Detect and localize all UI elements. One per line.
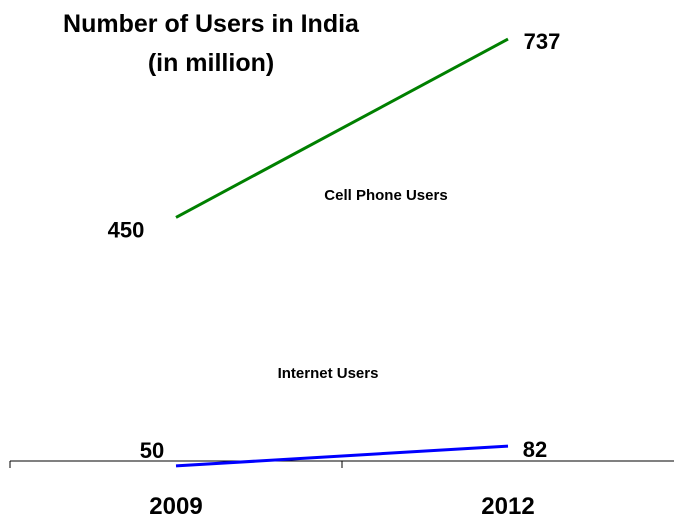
data-label-internet-2012: 82 bbox=[523, 437, 547, 462]
series-label-internet-users: Internet Users bbox=[278, 365, 379, 382]
series-line-cell-phone-users bbox=[175, 37, 509, 219]
series-label-cell-phone-users: Cell Phone Users bbox=[324, 187, 447, 204]
data-label-internet-2009: 50 bbox=[140, 438, 164, 463]
data-label-cell-phone-2009: 450 bbox=[108, 217, 145, 242]
data-label-cell-phone-2012: 737 bbox=[524, 29, 561, 54]
chart-title-line-2: (in million) bbox=[148, 49, 274, 77]
x-tick-label-2009: 2009 bbox=[149, 493, 202, 520]
x-tick-label-2012: 2012 bbox=[481, 493, 534, 520]
chart-title-line-1: Number of Users in India bbox=[63, 10, 360, 38]
series-line-internet-users bbox=[175, 444, 509, 468]
